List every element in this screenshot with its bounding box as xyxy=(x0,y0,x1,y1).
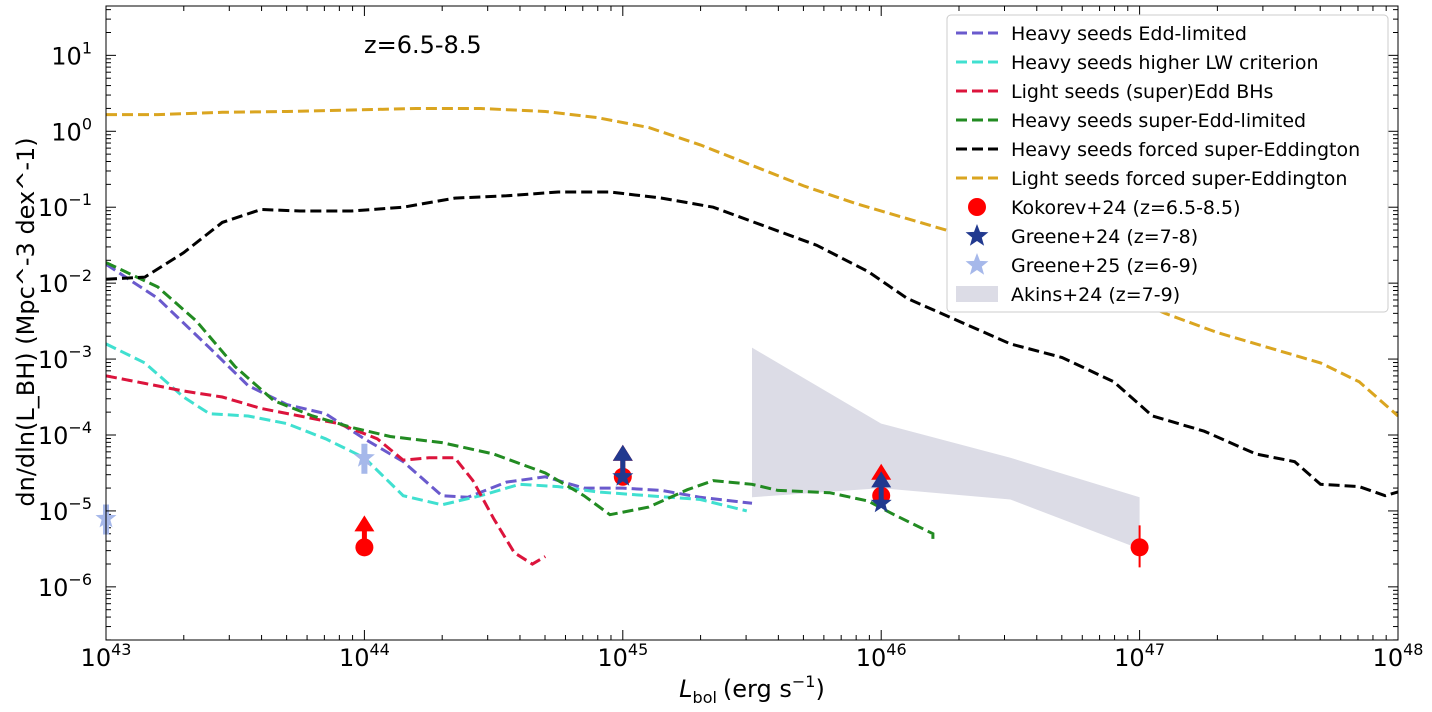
y-tick-label: 100 xyxy=(51,114,92,146)
greene-24-z-7-8--point xyxy=(612,465,634,486)
y-axis-label: dn/dln(L_BH) (Mpc^-3 dex^-1) xyxy=(12,137,40,506)
legend-label: Greene+25 (z=6-9) xyxy=(1011,255,1198,277)
series-light-seeds-super-edd-bhs xyxy=(106,374,547,566)
band-layer xyxy=(752,347,1140,549)
akins-band xyxy=(752,347,1140,549)
series-heavy-seeds-super-edd-limited xyxy=(106,261,935,544)
kokorev-24-z-6-5-8-5--point xyxy=(1130,538,1149,557)
legend-label: Heavy seeds super-Edd-limited xyxy=(1011,110,1306,132)
y-tick-label: 10−2 xyxy=(38,266,92,298)
legend-swatch xyxy=(965,253,989,275)
legend-label: Heavy seeds forced super-Eddington xyxy=(1011,139,1360,161)
legend-label: Light seeds (super)Edd BHs xyxy=(1011,81,1273,103)
legend-label: Light seeds forced super-Eddington xyxy=(1011,168,1347,190)
x-tick-label: 1043 xyxy=(81,640,132,672)
x-tick-label: 1047 xyxy=(1114,640,1165,672)
plot-frame xyxy=(105,5,1399,641)
y-tick-label: 10−4 xyxy=(38,418,92,450)
x-tick-label: 1046 xyxy=(856,640,907,672)
y-tick-label: 10−6 xyxy=(38,570,92,602)
y-tick-label: 101 xyxy=(51,38,92,70)
series-heavy-seeds-forced-super-eddington xyxy=(106,190,1398,498)
y-tick-label: 10−5 xyxy=(38,494,92,526)
kokorev-24-z-6-5-8-5--limit-arrow xyxy=(354,515,375,532)
legend-swatch xyxy=(965,224,989,246)
y-tick-label: 10−1 xyxy=(38,190,92,222)
legend-label: Kokorev+24 (z=6.5-8.5) xyxy=(1011,197,1241,219)
minor-ticks xyxy=(106,6,1398,641)
greene-24-z-7-8--point xyxy=(870,492,892,513)
annotation-redshift: z=6.5-8.5 xyxy=(364,31,482,59)
x-axis-ticks: 1043 1044 1045 1046 1047 1048 xyxy=(81,6,1424,672)
x-tick-label: 1045 xyxy=(597,640,648,672)
legend-label: Heavy seeds Edd-limited xyxy=(1011,23,1247,45)
x-tick-label: 1048 xyxy=(1373,640,1424,672)
greene-24-z-7-8--limit-arrow xyxy=(612,444,633,461)
legend-box xyxy=(946,14,1389,313)
legend-label: Heavy seeds higher LW criterion xyxy=(1011,52,1319,74)
series-heavy-seeds-higher-lw-criterion xyxy=(106,342,748,513)
legend-label: Akins+24 (z=7-9) xyxy=(1011,284,1180,306)
series-heavy-seeds-edd-limited xyxy=(106,262,753,505)
y-tick-label: 10−3 xyxy=(38,342,92,374)
y-axis-ticks: 101 100 10−1 10−2 10−3 10−4 10−5 10−6 xyxy=(38,38,1398,602)
legend-swatch xyxy=(968,198,986,216)
x-tick-label: 1044 xyxy=(339,640,390,672)
legend-label: Greene+24 (z=7-8) xyxy=(1011,226,1198,248)
legend: Heavy seeds Edd-limited Heavy seeds highe… xyxy=(946,14,1389,313)
series-light-seeds-forced-super-eddington xyxy=(106,107,1398,418)
greene-25-z-6-9--point xyxy=(353,446,375,467)
greene-24-z-7-8--limit-arrow xyxy=(871,471,892,488)
series-layer xyxy=(106,107,1398,566)
kokorev-24-z-6-5-8-5--point xyxy=(355,538,374,557)
legend-swatch xyxy=(956,286,998,302)
x-axis-label: Lbol (erg s−1) xyxy=(679,672,825,707)
